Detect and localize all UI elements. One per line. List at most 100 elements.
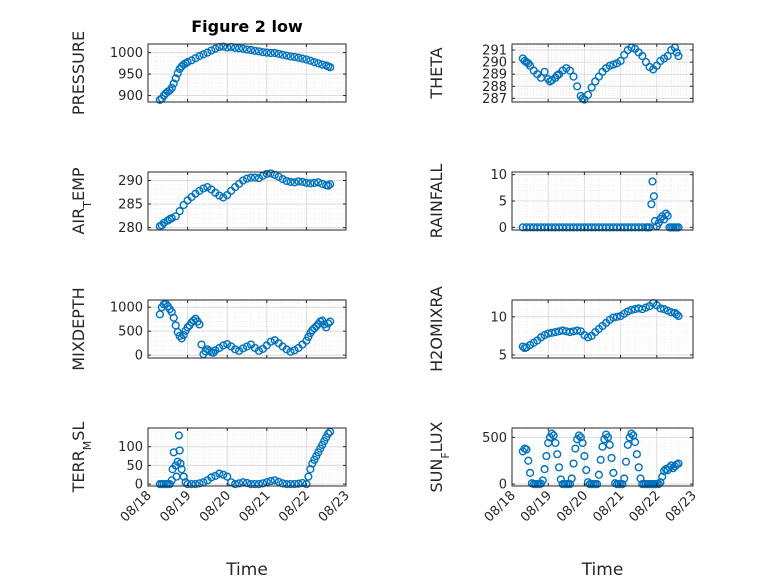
panel-1-data-point bbox=[302, 55, 311, 64]
panel-4-ytick-label: 10 bbox=[490, 168, 507, 183]
panel-8-data-point bbox=[627, 429, 636, 438]
panel-8-xlabel: Time bbox=[581, 560, 624, 580]
panel-3-data-point bbox=[326, 180, 335, 189]
panel-8-data-point bbox=[578, 438, 587, 448]
panel-8-data-point bbox=[522, 445, 531, 454]
panel-1-data-point bbox=[187, 56, 196, 65]
panel-2-data-point bbox=[569, 72, 578, 81]
panel-8-axes-box bbox=[511, 427, 694, 487]
panel-3-data-point bbox=[298, 177, 307, 187]
panel-5-data-point bbox=[195, 320, 204, 329]
panel-3-data-point bbox=[270, 170, 279, 179]
panel-1-data-point bbox=[326, 63, 335, 72]
panel-8-data-point bbox=[538, 476, 547, 485]
panel-8-data-point bbox=[665, 463, 674, 472]
panel-3-data-point bbox=[246, 173, 256, 182]
panel-7-axes-box bbox=[147, 427, 347, 487]
panel-6-data-point bbox=[656, 304, 665, 313]
panel-8-data-point bbox=[553, 450, 562, 459]
panel-7-data-point bbox=[219, 470, 228, 479]
panel-1-data-point bbox=[173, 69, 182, 78]
panel-2-ytick-label: 291 bbox=[482, 44, 507, 59]
panel-8-xtick-label: 08/21 bbox=[590, 488, 627, 525]
panel-6-ylabel: H2OMIXRA bbox=[427, 286, 446, 372]
panel-8-data-point bbox=[605, 440, 614, 449]
panel-7-data-point bbox=[234, 479, 244, 488]
panel-3-ytick-label: 285 bbox=[118, 198, 143, 213]
panel-1-data-point bbox=[219, 42, 228, 51]
panel-7-data-point bbox=[286, 480, 295, 489]
panel-1-data-point bbox=[258, 48, 267, 57]
panel-5-data-point bbox=[326, 317, 335, 326]
panel-1-data-point bbox=[242, 45, 252, 54]
panel-8-xtick-label: 08/20 bbox=[554, 488, 591, 525]
panel-1-data-point bbox=[282, 51, 291, 60]
panel-3-data-point bbox=[167, 214, 176, 223]
panel-3-data-point bbox=[157, 221, 166, 230]
panel-1-data-point bbox=[266, 48, 275, 58]
panel-1-ylabel: PRESSURE bbox=[69, 31, 88, 115]
panel-4-data-point bbox=[648, 177, 657, 186]
panel-7-data-point bbox=[175, 446, 184, 455]
panel-3-data-point bbox=[262, 169, 271, 178]
panel-1-data-point bbox=[211, 44, 220, 53]
panel-7-ylabel: TERRMSL bbox=[69, 422, 94, 494]
panel-5-data-point bbox=[197, 340, 206, 349]
panel-2-plot-area bbox=[512, 44, 693, 102]
panel-8-data-point bbox=[580, 451, 589, 461]
panel-8-data-point bbox=[569, 459, 578, 468]
panel-4-data-point bbox=[674, 223, 683, 232]
panel-6-data-point bbox=[547, 328, 556, 337]
panel-4-data-point bbox=[654, 219, 663, 228]
panel-7-xtick-label: 08/18 bbox=[118, 488, 155, 525]
panel-1-data-point bbox=[191, 54, 200, 63]
panel-3-data-point bbox=[175, 207, 184, 216]
panel-1-data-point bbox=[254, 47, 263, 56]
panel-5-data-point bbox=[254, 346, 263, 355]
panel-5-data-point bbox=[205, 346, 214, 355]
panel-7-data-point bbox=[274, 477, 283, 486]
panel-2-data-point bbox=[638, 51, 647, 61]
panel-8-data-point bbox=[582, 465, 591, 475]
panel-5-data-point bbox=[209, 348, 218, 357]
panel-2-data-point bbox=[605, 61, 614, 70]
panel-6-data-point bbox=[558, 326, 567, 335]
panel-7-data-point bbox=[177, 465, 186, 474]
panel-8-data-point bbox=[598, 442, 607, 451]
panel-8-data-point bbox=[623, 440, 632, 449]
panel-6-ytick-label: 10 bbox=[490, 310, 507, 325]
panel-5-data-point bbox=[312, 322, 321, 331]
panel-7-data-point bbox=[270, 476, 279, 485]
panel-6-data-point bbox=[674, 311, 683, 321]
panel-7-data-point bbox=[278, 479, 287, 488]
panel-5-data-point bbox=[169, 313, 178, 322]
panel-7-data-point bbox=[266, 477, 275, 486]
panel-8-xtick-label: 08/22 bbox=[627, 488, 664, 525]
panel-1-data-point bbox=[262, 48, 271, 57]
panel-5-ytick-label: 0 bbox=[135, 349, 143, 364]
panel-5-data-point bbox=[266, 337, 275, 346]
panel-7-ytick-label: 50 bbox=[126, 459, 143, 474]
panel-8-data-point bbox=[674, 459, 683, 468]
panel-8-data-point bbox=[571, 444, 580, 453]
panel-2-ytick-label: 289 bbox=[482, 68, 507, 83]
panel-7-xtick-label: 08/19 bbox=[157, 488, 194, 525]
panel-5-data-point bbox=[175, 331, 184, 341]
panel-3-data-point bbox=[179, 200, 188, 210]
panel-1-data-point bbox=[294, 53, 303, 62]
panel-7-xtick-label: 08/20 bbox=[197, 488, 234, 525]
panel-8-data-point bbox=[551, 438, 560, 448]
panel-2-ylabel: THETA bbox=[427, 47, 446, 99]
panel-2-data-point bbox=[545, 77, 555, 86]
panel-7-data-point bbox=[215, 469, 224, 478]
figure-title: Figure 2 low bbox=[191, 17, 303, 36]
panel-3-data-point bbox=[310, 178, 319, 187]
panel-3-data-point bbox=[286, 177, 295, 187]
panel-3-data-point bbox=[250, 173, 260, 182]
panel-8-data-point bbox=[620, 474, 629, 483]
panel-8-data-point bbox=[540, 465, 549, 474]
panel-5-data-point bbox=[286, 347, 295, 356]
panel-1-data-point bbox=[314, 59, 323, 68]
panel-2-ytick-label: 287 bbox=[482, 92, 507, 107]
panel-6-data-point bbox=[672, 310, 681, 319]
